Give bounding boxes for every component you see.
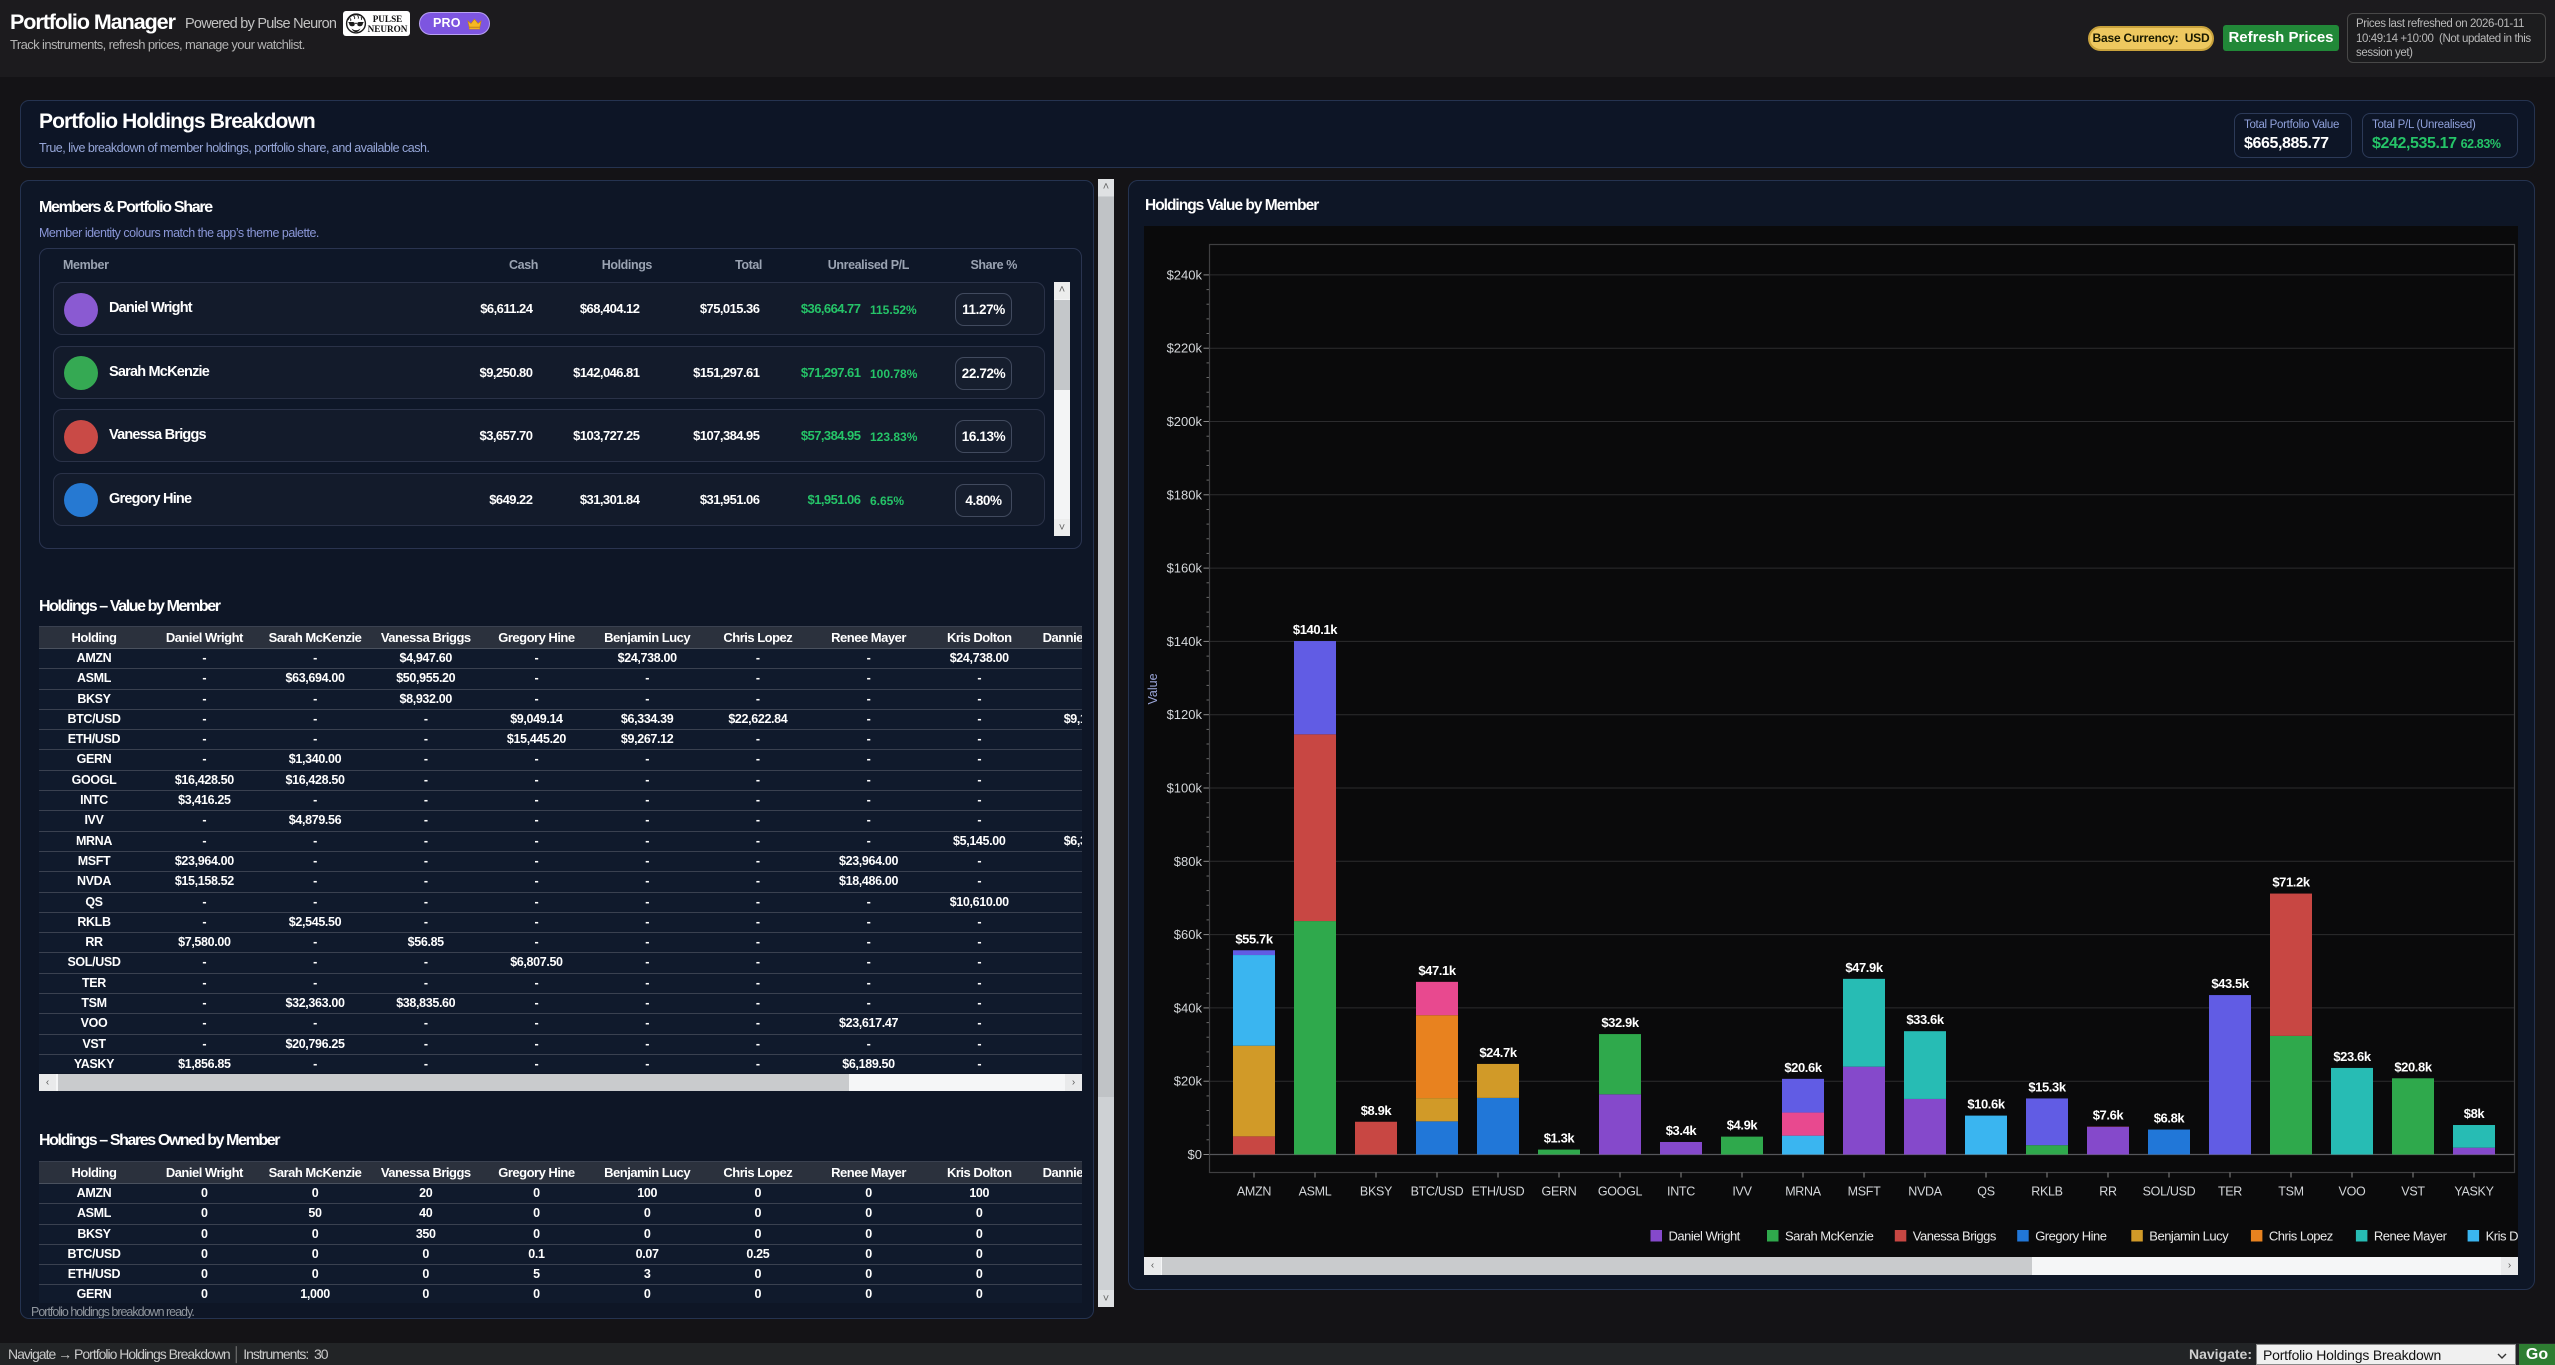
svg-text:$43.5k: $43.5k bbox=[2211, 976, 2250, 991]
svg-text:$24.7k: $24.7k bbox=[1479, 1045, 1518, 1060]
svg-text:$71.2k: $71.2k bbox=[2272, 875, 2311, 890]
svg-text:$10.6k: $10.6k bbox=[1967, 1097, 2006, 1112]
svg-text:Chris Lopez: Chris Lopez bbox=[2269, 1229, 2333, 1244]
svg-text:Daniel Wright: Daniel Wright bbox=[1669, 1229, 1741, 1244]
svg-text:$8.9k: $8.9k bbox=[1361, 1103, 1393, 1118]
svg-text:$120k: $120k bbox=[1167, 707, 1203, 722]
svg-text:$3.4k: $3.4k bbox=[1666, 1123, 1698, 1138]
svg-text:RR: RR bbox=[2099, 1185, 2117, 1199]
svg-text:GOOGL: GOOGL bbox=[1598, 1185, 1643, 1199]
svg-text:Value: Value bbox=[1146, 673, 1160, 704]
svg-text:VOO: VOO bbox=[2339, 1185, 2366, 1199]
svg-text:$55.7k: $55.7k bbox=[1235, 931, 1274, 946]
svg-text:ETH/USD: ETH/USD bbox=[1472, 1185, 1525, 1199]
svg-text:NEURON: NEURON bbox=[368, 24, 408, 34]
svg-text:$140k: $140k bbox=[1167, 634, 1203, 649]
svg-text:$60k: $60k bbox=[1174, 927, 1203, 942]
svg-text:SOL/USD: SOL/USD bbox=[2143, 1185, 2196, 1199]
svg-text:Vanessa Briggs: Vanessa Briggs bbox=[1913, 1229, 1997, 1244]
svg-text:$240k: $240k bbox=[1167, 267, 1203, 282]
svg-text:$220k: $220k bbox=[1167, 341, 1203, 356]
svg-text:$15.3k: $15.3k bbox=[2028, 1079, 2067, 1094]
svg-text:Sarah McKenzie: Sarah McKenzie bbox=[1785, 1229, 1874, 1244]
svg-text:NVDA: NVDA bbox=[1908, 1185, 1942, 1199]
svg-text:Kris Do: Kris Do bbox=[2486, 1229, 2518, 1244]
svg-text:QS: QS bbox=[1977, 1185, 1994, 1199]
svg-text:Renee Mayer: Renee Mayer bbox=[2374, 1229, 2448, 1244]
svg-text:$7.6k: $7.6k bbox=[2093, 1108, 2125, 1123]
svg-text:MSFT: MSFT bbox=[1848, 1185, 1881, 1199]
svg-text:$20.6k: $20.6k bbox=[1784, 1060, 1823, 1075]
svg-text:MRNA: MRNA bbox=[1785, 1185, 1822, 1199]
svg-text:$200k: $200k bbox=[1167, 414, 1203, 429]
svg-text:$160k: $160k bbox=[1167, 561, 1203, 576]
svg-text:ASML: ASML bbox=[1299, 1185, 1332, 1199]
svg-text:$20k: $20k bbox=[1174, 1074, 1203, 1089]
svg-text:PULSE: PULSE bbox=[373, 14, 403, 24]
svg-text:$80k: $80k bbox=[1174, 854, 1203, 869]
svg-text:$4.9k: $4.9k bbox=[1727, 1118, 1759, 1133]
svg-text:$6.8k: $6.8k bbox=[2154, 1111, 2186, 1126]
svg-text:Benjamin Lucy: Benjamin Lucy bbox=[2149, 1229, 2229, 1244]
svg-text:$0: $0 bbox=[1188, 1147, 1202, 1162]
svg-text:$20.8k: $20.8k bbox=[2394, 1059, 2433, 1074]
svg-text:$140.1k: $140.1k bbox=[1293, 622, 1338, 637]
svg-text:INTC: INTC bbox=[1667, 1185, 1695, 1199]
svg-text:VST: VST bbox=[2401, 1185, 2425, 1199]
svg-text:TSM: TSM bbox=[2278, 1185, 2304, 1199]
svg-text:$8k: $8k bbox=[2464, 1106, 2486, 1121]
svg-text:$33.6k: $33.6k bbox=[1906, 1012, 1945, 1027]
svg-text:$32.9k: $32.9k bbox=[1601, 1015, 1640, 1030]
svg-text:Gregory Hine: Gregory Hine bbox=[2035, 1229, 2107, 1244]
svg-text:$47.9k: $47.9k bbox=[1845, 960, 1884, 975]
svg-text:$47.1k: $47.1k bbox=[1418, 963, 1457, 978]
svg-text:AMZN: AMZN bbox=[1237, 1185, 1271, 1199]
svg-text:$23.6k: $23.6k bbox=[2333, 1049, 2372, 1064]
svg-text:BKSY: BKSY bbox=[1360, 1185, 1393, 1199]
svg-text:YASKY: YASKY bbox=[2454, 1185, 2494, 1199]
svg-text:RKLB: RKLB bbox=[2031, 1185, 2062, 1199]
svg-text:$180k: $180k bbox=[1167, 487, 1203, 502]
svg-text:GERN: GERN bbox=[1542, 1185, 1577, 1199]
svg-text:$1.3k: $1.3k bbox=[1544, 1131, 1576, 1146]
svg-text:TER: TER bbox=[2218, 1185, 2242, 1199]
svg-text:BTC/USD: BTC/USD bbox=[1411, 1185, 1464, 1199]
svg-text:$40k: $40k bbox=[1174, 1000, 1203, 1015]
svg-text:$100k: $100k bbox=[1167, 781, 1203, 796]
svg-text:IVV: IVV bbox=[1732, 1185, 1752, 1199]
